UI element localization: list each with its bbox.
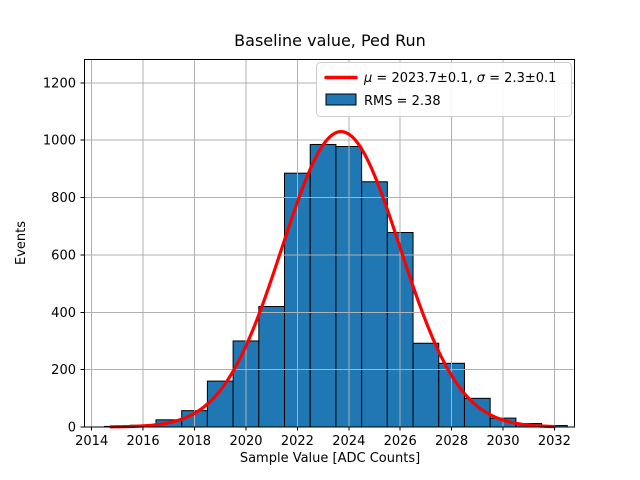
histogram-bars: [104, 143, 568, 428]
x-tick-label: 2026: [384, 434, 417, 449]
y-tick-label: 1200: [43, 76, 76, 91]
y-tick-label: 800: [51, 191, 76, 206]
x-tick-label: 2016: [127, 434, 160, 449]
y-tick-label: 400: [51, 306, 76, 321]
x-tick-label: 2018: [178, 434, 211, 449]
y-axis-label: Events: [14, 221, 29, 265]
histogram-bar: [258, 306, 286, 428]
histogram-bar: [309, 143, 337, 428]
tick-marks: [80, 82, 555, 431]
x-tick-label: 2030: [486, 434, 519, 449]
histogram-bar: [412, 342, 440, 428]
x-tick-label: 2028: [435, 434, 468, 449]
tick-labels: 2014 2016 2018 2020 2022 2024 2026 2028 2030 2032…: [43, 76, 571, 449]
y-tick-label: 600: [51, 248, 76, 263]
x-tick-label: 2032: [538, 434, 571, 449]
x-tick-label: 2024: [332, 434, 365, 449]
legend: μ = 2023.7±0.1, σ = 2.3±0.1 RMS = 2.38: [316, 62, 572, 117]
axes-frame: [84, 59, 575, 428]
y-tick-label: 1000: [43, 134, 76, 149]
axes-spines: [84, 59, 575, 428]
x-tick-label: 2014: [75, 434, 108, 449]
legend-fit-label: μ = 2023.7±0.1, σ = 2.3±0.1: [363, 71, 556, 86]
y-tick-label: 0: [68, 421, 76, 436]
legend-rms-patch-swatch: [325, 93, 357, 106]
legend-rms-label: RMS = 2.38: [364, 94, 441, 109]
legend-box: [316, 62, 572, 117]
chart-title: Baseline value, Ped Run: [234, 31, 426, 50]
gaussian-fit-curve: [109, 129, 557, 429]
x-tick-label: 2020: [229, 434, 262, 449]
x-tick-label: 2022: [281, 434, 314, 449]
histogram-bar: [361, 181, 388, 428]
x-axis-label: Sample Value [ADC Counts]: [240, 451, 420, 466]
y-tick-label: 200: [51, 363, 76, 378]
